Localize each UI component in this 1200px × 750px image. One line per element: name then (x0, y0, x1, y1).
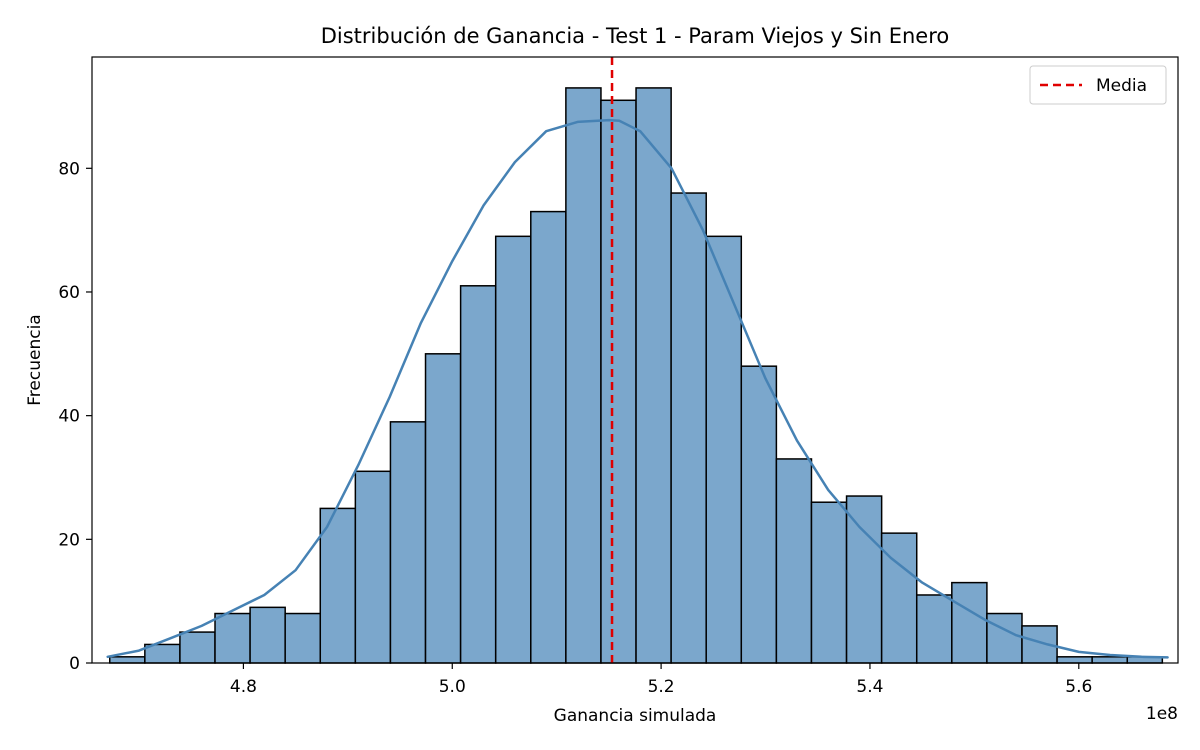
kde-curve-group (106, 118, 1169, 659)
y-axis-ticks: 0 20 40 60 80 (58, 159, 92, 674)
x-tick-label: 5.6 (1065, 677, 1092, 697)
histogram-bar (424, 353, 462, 664)
histogram-bar (459, 285, 497, 664)
y-tick-label: 40 (58, 407, 80, 427)
histogram-bar (705, 235, 743, 664)
histogram-bar (354, 470, 392, 664)
y-tick-label: 20 (58, 530, 80, 550)
histogram-bar (600, 99, 637, 664)
histogram-bar (319, 507, 357, 664)
histogram-bar (740, 365, 778, 664)
plot-frame (91, 56, 1179, 664)
x-axis-label: Ganancia simulada (554, 706, 717, 726)
histogram-bar (389, 421, 427, 664)
histogram-bar (635, 87, 672, 664)
chart-title: Distribución de Ganancia - Test 1 - Para… (321, 24, 950, 48)
histogram-bar (214, 612, 251, 664)
histogram-bar (109, 656, 146, 664)
legend: Media (1029, 65, 1167, 105)
y-tick-label: 60 (58, 283, 80, 303)
histogram-bar (494, 235, 532, 664)
x-axis-offset-text: 1e8 (1146, 704, 1178, 724)
x-tick-label: 4.8 (230, 677, 257, 697)
histogram-bar (810, 501, 848, 664)
histogram-bar (951, 581, 988, 664)
x-axis-ticks: 4.8 5.0 5.2 5.4 5.6 (230, 663, 1092, 697)
y-tick-label: 0 (69, 654, 80, 674)
histogram-bar (530, 210, 567, 664)
histogram-bar (775, 458, 813, 664)
y-axis-label: Frecuencia (25, 314, 45, 405)
histogram-bar (565, 87, 602, 664)
x-tick-label: 5.4 (856, 677, 883, 697)
kde-curve (106, 118, 1169, 659)
x-tick-label: 5.2 (648, 677, 675, 697)
legend-box (1029, 65, 1167, 105)
histogram-bar (845, 495, 883, 664)
histogram-bars (109, 87, 1164, 664)
x-tick-label: 5.0 (439, 677, 466, 697)
histogram-bar (179, 631, 216, 664)
histogram-bar (1091, 656, 1129, 664)
legend-mean-label: Media (1096, 76, 1147, 96)
y-tick-label: 80 (58, 159, 80, 179)
histogram-bar (1056, 656, 1093, 664)
histogram-bar (670, 192, 707, 664)
histogram-bar (284, 612, 322, 664)
histogram-bar (915, 594, 953, 664)
histogram-bar (986, 612, 1023, 664)
histogram-bar (249, 606, 286, 664)
